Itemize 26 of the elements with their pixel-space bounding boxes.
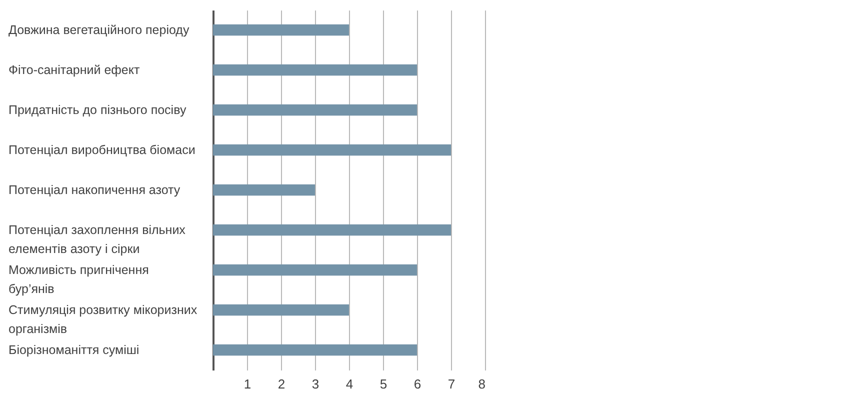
x-tick-label: 4: [346, 376, 354, 392]
bar: [213, 344, 417, 356]
y-tick-label: Можливість пригнічення бур’янів: [8, 263, 149, 296]
bar: [213, 304, 349, 316]
y-tick-label: Довжина вегетаційного періоду: [8, 23, 190, 37]
bar: [213, 24, 349, 36]
bar: [213, 104, 417, 116]
x-tick-label: 1: [244, 376, 252, 392]
bar: [213, 144, 451, 156]
x-tick-label: 2: [278, 376, 286, 392]
x-tick-label: 3: [312, 376, 320, 392]
bar: [213, 224, 451, 236]
y-tick-label: Потенціал виробництва біомаси: [8, 143, 196, 157]
bar: [213, 264, 417, 276]
bar: [213, 64, 417, 76]
x-tick-label: 8: [478, 376, 486, 392]
x-tick-label: 5: [380, 376, 388, 392]
x-tick-label: 7: [448, 376, 456, 392]
y-tick-label: Потенціал накопичення азоту: [8, 183, 181, 197]
y-tick-label: Фіто-санітарний ефект: [8, 63, 140, 77]
x-tick-label: 6: [414, 376, 422, 392]
y-tick-label: Потенціал захоплення вільних елементів азоту і сірки: [8, 223, 186, 256]
bar: [213, 184, 315, 196]
y-tick-label: Придатність до пізнього посіву: [8, 103, 187, 117]
y-tick-label: Стимуляція розвитку мікоризних організмів: [8, 303, 198, 336]
y-tick-label: Біорізноманіття суміші: [8, 343, 140, 357]
